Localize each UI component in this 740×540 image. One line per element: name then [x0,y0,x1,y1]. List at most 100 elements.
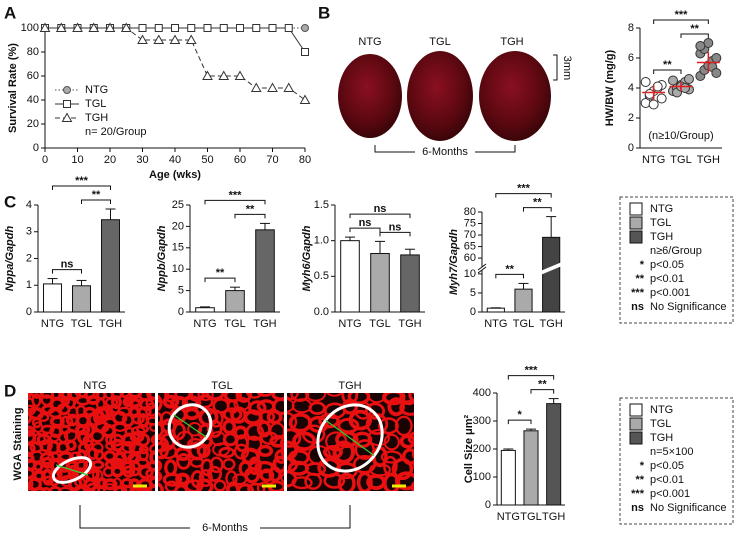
cell [185,479,204,491]
bar [400,254,420,313]
cell [74,423,91,436]
legend-label: TGL [650,418,671,430]
cell [28,477,34,491]
bracket-label: ** [533,197,542,209]
cell [337,472,356,491]
bar [101,219,120,313]
marker [250,82,262,92]
y-tick-label: 1.5 [314,199,329,211]
cell [205,393,226,401]
x-tick-label: 0 [42,154,48,166]
cell [158,459,163,472]
y-tick-label: 40 [27,94,39,106]
cell [256,393,274,397]
x-tick-label: TGL [670,154,691,166]
bracket-label: ** [663,59,672,71]
cell [304,393,327,402]
cell [173,484,189,491]
cell [391,457,414,481]
cell [48,485,62,491]
x-tick-label: 40 [169,154,181,166]
x-tick-label: TGH [99,318,122,330]
cell [399,434,414,449]
legend-label: NTG [650,404,673,416]
legend-text: p<0.05 [650,460,684,472]
panel-label: A [4,3,16,22]
heart [338,54,402,138]
cell [30,393,45,399]
cell [354,439,375,460]
bracket-label: * [518,409,523,421]
cell [113,485,128,491]
y-tick-label: 0 [33,142,39,154]
legend-swatch [629,417,643,431]
point [652,81,663,92]
cell [418,399,432,416]
cell [197,393,214,401]
y-tick-label: 0 [470,306,476,318]
y-tick-label: 80 [464,206,476,218]
cell [39,452,55,466]
marker [284,24,293,32]
bracket-label: ** [92,189,101,201]
cell [256,481,273,491]
y-tick-label: 2 [628,112,634,124]
cell [86,447,99,460]
cell [145,397,155,409]
cell [413,460,414,471]
legend-swatch [629,230,643,244]
point [695,41,706,51]
cell [158,470,163,483]
y-axis-label: Cell Size μm² [463,414,475,483]
bracket-label: *** [517,183,531,195]
legend-marker [61,112,73,122]
cell [90,429,105,443]
bar [523,430,539,506]
image-label: NTG [83,380,106,392]
x-tick-label: 70 [266,154,278,166]
cell [150,434,155,445]
legend-label: NTG [85,84,108,96]
y-tick-label: 5 [178,285,184,297]
panel-label: D [4,381,16,400]
y-tick-label: 0 [26,306,32,318]
legend-box [619,196,734,324]
cell [176,453,192,470]
bracket-label: ** [690,23,699,35]
bracket-label: ns [359,217,372,229]
y-tick-label: 1.0 [314,235,329,247]
diameter [325,420,375,456]
marker [202,70,213,80]
cell [248,456,262,476]
wga-images: NTG TGL TGH WGA Staining 6-Months [12,380,432,535]
cell [85,482,101,491]
bracket-label: ns [389,221,402,233]
cell [247,482,266,491]
cell [28,425,36,437]
marker [185,34,197,44]
marker [88,22,100,32]
bracket [349,227,381,233]
cell [138,465,154,480]
cell [110,395,122,410]
bracket [653,19,709,24]
legend-swatch [629,403,643,417]
bracket [680,33,709,38]
cell [383,433,400,451]
marker [39,22,51,32]
y-tick-label: 3 [26,226,32,238]
y-tick-label: 300 [473,415,491,427]
marker [104,22,116,32]
bar-break [541,262,561,275]
legend-label: TGL [650,217,671,229]
legend-label: TGL [85,98,106,110]
diameter [55,464,89,476]
point [711,53,722,63]
diameter [173,414,207,438]
bar [546,403,562,506]
x-tick-label: NTG [193,318,216,330]
panel-label: C [4,192,16,211]
legend-note: n≥6/Group [650,245,702,257]
cell [290,393,310,402]
